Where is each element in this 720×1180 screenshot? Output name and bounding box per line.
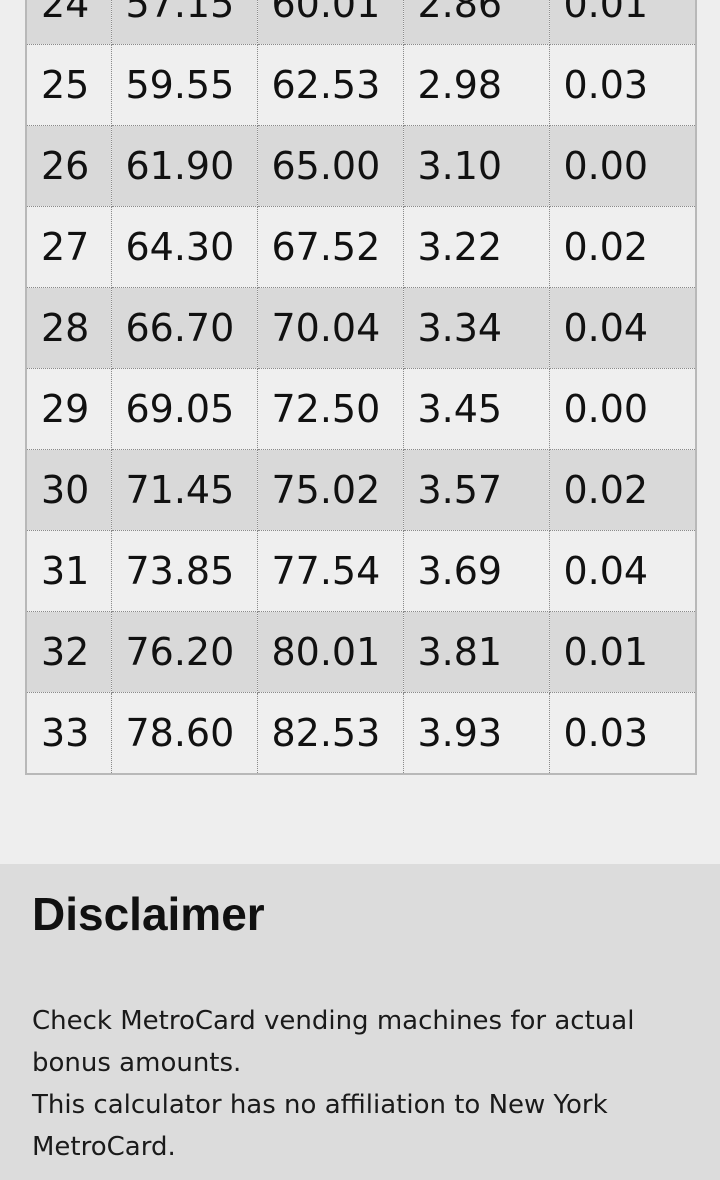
table-cell: 73.85 bbox=[111, 530, 258, 612]
table-cell: 64.30 bbox=[111, 206, 258, 288]
table-cell: 72.50 bbox=[257, 368, 404, 450]
disclaimer-text-line: Check MetroCard vending machines for act… bbox=[32, 1006, 635, 1036]
table-cell: 59.55 bbox=[111, 44, 258, 126]
table-cell: 75.02 bbox=[257, 449, 404, 531]
table-cell: 0.02 bbox=[549, 449, 696, 531]
table-cell: 0.03 bbox=[549, 692, 696, 774]
table-cell: 0.04 bbox=[549, 287, 696, 369]
table-cell: 0.03 bbox=[549, 44, 696, 126]
table-row: 33 78.60 82.53 3.93 0.03 bbox=[26, 692, 696, 774]
table-cell: 31 bbox=[26, 530, 112, 612]
table-cell: 3.34 bbox=[403, 287, 550, 369]
table-cell: 0.02 bbox=[549, 206, 696, 288]
table-row: 26 61.90 65.00 3.10 0.00 bbox=[26, 125, 696, 207]
table-cell: 3.93 bbox=[403, 692, 550, 774]
table-cell: 67.52 bbox=[257, 206, 404, 288]
table-cell: 25 bbox=[26, 44, 112, 126]
table-cell: 29 bbox=[26, 368, 112, 450]
table-cell: 62.53 bbox=[257, 44, 404, 126]
table-row: 28 66.70 70.04 3.34 0.04 bbox=[26, 287, 696, 369]
table-cell: 27 bbox=[26, 206, 112, 288]
table-cell: 0.00 bbox=[549, 368, 696, 450]
table-cell: 71.45 bbox=[111, 449, 258, 531]
table-cell: 60.01 bbox=[257, 0, 404, 45]
disclaimer-text-line: MetroCard. bbox=[32, 1132, 176, 1162]
table-cell: 3.22 bbox=[403, 206, 550, 288]
table-row: 30 71.45 75.02 3.57 0.02 bbox=[26, 449, 696, 531]
table-cell: 61.90 bbox=[111, 125, 258, 207]
table-row: 32 76.20 80.01 3.81 0.01 bbox=[26, 611, 696, 693]
table-cell: 0.00 bbox=[549, 125, 696, 207]
disclaimer-section: Disclaimer Check MetroCard vending machi… bbox=[0, 864, 720, 1180]
table-cell: 3.10 bbox=[403, 125, 550, 207]
table-row: 25 59.55 62.53 2.98 0.03 bbox=[26, 44, 696, 126]
table-row: 31 73.85 77.54 3.69 0.04 bbox=[26, 530, 696, 612]
table-cell: 30 bbox=[26, 449, 112, 531]
table-row: 24 57.15 60.01 2.86 0.01 bbox=[26, 0, 696, 45]
table-cell: 57.15 bbox=[111, 0, 258, 45]
table-cell: 33 bbox=[26, 692, 112, 774]
table-cell: 32 bbox=[26, 611, 112, 693]
table-cell: 65.00 bbox=[257, 125, 404, 207]
table-cell: 82.53 bbox=[257, 692, 404, 774]
table-cell: 77.54 bbox=[257, 530, 404, 612]
disclaimer-title: Disclaimer bbox=[32, 888, 265, 940]
fare-table: 24 57.15 60.01 2.86 0.01 25 59.55 62.53 … bbox=[25, 0, 697, 775]
table-row: 29 69.05 72.50 3.45 0.00 bbox=[26, 368, 696, 450]
table-cell: 2.98 bbox=[403, 44, 550, 126]
table-cell: 0.01 bbox=[549, 0, 696, 45]
table-cell: 26 bbox=[26, 125, 112, 207]
table-cell: 80.01 bbox=[257, 611, 404, 693]
table-cell: 70.04 bbox=[257, 287, 404, 369]
table-cell: 3.57 bbox=[403, 449, 550, 531]
disclaimer-text-line: This calculator has no affiliation to Ne… bbox=[32, 1090, 608, 1120]
table-cell: 66.70 bbox=[111, 287, 258, 369]
disclaimer-text-line: bonus amounts. bbox=[32, 1048, 242, 1078]
table-cell: 3.81 bbox=[403, 611, 550, 693]
table-cell: 28 bbox=[26, 287, 112, 369]
table-cell: 0.04 bbox=[549, 530, 696, 612]
table-cell: 76.20 bbox=[111, 611, 258, 693]
table-row: 27 64.30 67.52 3.22 0.02 bbox=[26, 206, 696, 288]
table-cell: 2.86 bbox=[403, 0, 550, 45]
table-cell: 69.05 bbox=[111, 368, 258, 450]
table-cell: 24 bbox=[26, 0, 112, 45]
fare-table-container: 24 57.15 60.01 2.86 0.01 25 59.55 62.53 … bbox=[25, 0, 697, 775]
table-cell: 3.69 bbox=[403, 530, 550, 612]
table-cell: 3.45 bbox=[403, 368, 550, 450]
table-cell: 0.01 bbox=[549, 611, 696, 693]
table-cell: 78.60 bbox=[111, 692, 258, 774]
